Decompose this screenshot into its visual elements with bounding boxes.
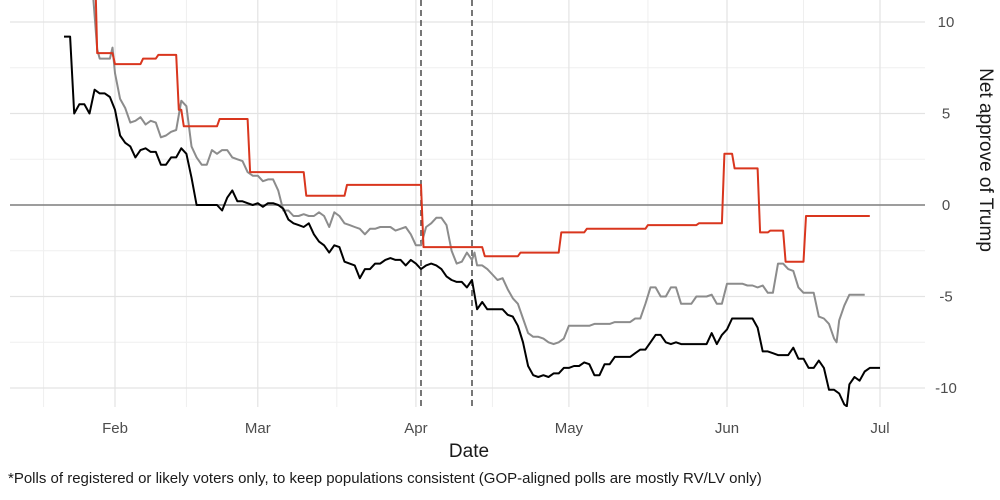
reference-lines	[10, 0, 925, 407]
x-tick-label: Mar	[245, 420, 271, 437]
series-line-black	[64, 35, 880, 407]
y-tick-label: -5	[939, 289, 952, 306]
x-tick-labels: Feb Mar Apr May Jun Jul	[102, 420, 890, 437]
x-tick-label: May	[555, 420, 584, 437]
x-tick-label: Jun	[715, 420, 739, 437]
y-tick-label: -10	[935, 380, 957, 397]
major-gridlines	[10, 0, 925, 407]
x-tick-label: Jul	[870, 420, 889, 437]
x-tick-label: Feb	[102, 420, 128, 437]
footnote: *Polls of registered or likely voters on…	[8, 470, 762, 487]
series-line-red	[94, 0, 870, 263]
y-tick-label: 5	[942, 106, 950, 123]
y-tick-label: 10	[938, 14, 955, 31]
series-line-gray	[92, 0, 865, 346]
y-tick-label: 0	[942, 197, 950, 214]
y-axis-title: Net approve of Trump	[975, 68, 996, 252]
y-tick-labels: 10 5 0 -5 -10	[935, 14, 957, 397]
x-axis-title: Date	[449, 441, 489, 462]
series-layer	[64, 0, 880, 407]
x-tick-label: Apr	[404, 420, 427, 437]
minor-gridlines	[10, 0, 925, 407]
